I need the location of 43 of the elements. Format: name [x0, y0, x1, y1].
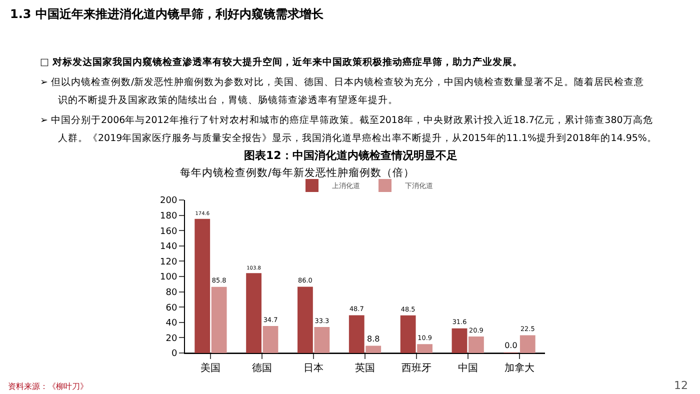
x-tick-label: 美国 — [200, 362, 221, 374]
text: 人群。《2019年国家医疗服务与质量安全报告》显示，我国消化道早癌检出率不断提升，从2015年的11.1%提升到2018年的14.95%。 — [58, 132, 657, 144]
text: 识的不断提升及国家政策的陆续出台，胃镜、肠镜筛查渗透率有望逐年提升。 — [58, 94, 398, 106]
bar — [366, 346, 382, 353]
y-tick-label: 20 — [166, 334, 178, 344]
x-tick-label: 加拿大 — [504, 362, 534, 374]
bar — [417, 344, 432, 353]
y-tick-label: 40 — [166, 318, 178, 329]
bar — [348, 315, 364, 353]
y-tick-label: 200 — [160, 196, 178, 206]
y-tick-label: 60 — [166, 303, 178, 314]
y-tick-label: 120 — [160, 257, 178, 268]
bar — [452, 328, 468, 353]
text: □ 对标发达国家我国内窥镜检查渗透率有较大提升空间，近年来中国政策积极推动癌症早筛，助力产业发展。 — [40, 56, 522, 68]
y-axis-title: 每年内镜检查例数/每年新发恶性肿瘤例数（倍） — [180, 166, 415, 179]
bar — [520, 335, 536, 353]
bar — [298, 286, 313, 353]
y-tick-label: 140 — [160, 242, 178, 252]
y-tick-label: 80 — [166, 288, 178, 298]
data-label: 0.0 — [504, 341, 518, 350]
bar — [194, 218, 210, 353]
chart-subtitle: 图表12：中国消化道内镜检查情况明显不足 — [244, 149, 458, 162]
x-tick-label: 西班牙 — [401, 362, 432, 374]
x-tick-label: 英国 — [355, 362, 375, 374]
x-tick-label: 中国 — [458, 362, 478, 374]
y-tick-label: 0 — [171, 349, 178, 360]
text: ➢ 中国分别于2006年与2012年推行了针对农村和城市的癌症早筛政策。截至2018年，中央财政累计投入近18.7亿元，累计筛查380万高危 — [40, 114, 653, 126]
bar — [314, 327, 330, 353]
bar — [400, 315, 416, 353]
data-label: 8.8 — [366, 334, 380, 344]
text: 12 — [674, 379, 688, 392]
y-tick-label: 160 — [160, 226, 178, 237]
y-tick-label: 180 — [160, 211, 178, 222]
x-tick-label: 德国 — [252, 363, 272, 374]
y-tick-label: 100 — [160, 272, 178, 283]
bar — [262, 326, 278, 353]
bar — [468, 336, 484, 353]
bar — [211, 286, 227, 353]
x-tick-label: 日本 — [304, 362, 324, 374]
text: ➢ 但以内镜检查例数/新发恶性肿瘤例数为参数对比，美国、德国、日本内镜检查较为充分，中国内镜检查数量显著不足。随着居民检查意 — [40, 76, 644, 88]
chart-title: 1.3 中国近年来推进消化道内镜早筛，利好内窥镜需求增长 — [10, 7, 324, 21]
bar — [246, 273, 262, 353]
text: 资料来源：《柳叶刀》 — [8, 382, 88, 391]
